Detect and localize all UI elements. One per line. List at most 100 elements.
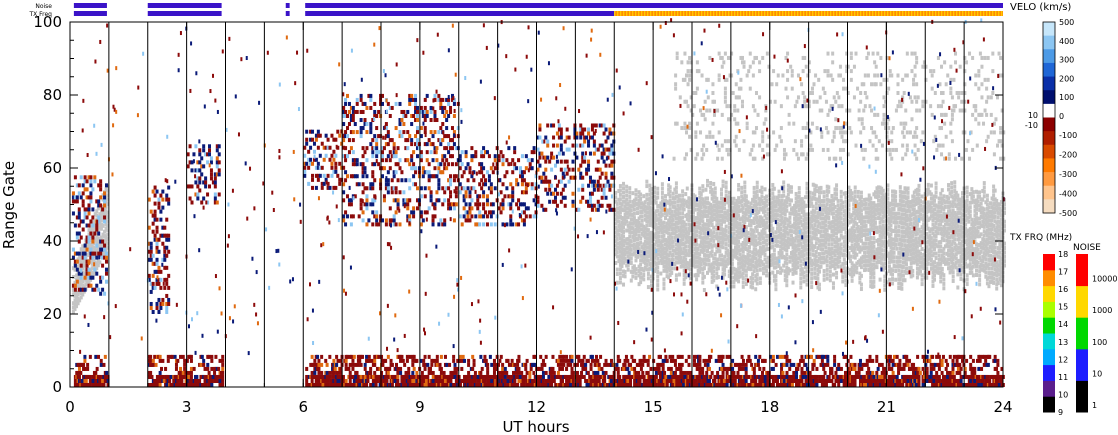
ground-scatter-cell <box>828 203 832 208</box>
ground-scatter-cell <box>717 77 721 82</box>
ground-scatter-cell <box>976 234 980 239</box>
ground-scatter-cell <box>636 224 640 229</box>
ground-scatter-cell <box>659 258 663 263</box>
ground-scatter-cell <box>688 228 692 233</box>
ground-scatter-cell <box>730 112 734 117</box>
ground-scatter-cell <box>705 147 709 152</box>
txfreq-bar-tick <box>971 11 973 16</box>
ground-scatter-cell <box>870 280 874 285</box>
ground-scatter-cell <box>782 224 786 229</box>
ground-scatter-cell <box>629 269 633 274</box>
ground-scatter-cell <box>892 237 896 242</box>
ground-scatter-cell <box>740 194 744 199</box>
ground-scatter-cell <box>942 211 946 216</box>
ground-scatter-cell <box>900 238 904 243</box>
ground-scatter-cell <box>791 263 795 268</box>
ground-scatter-cell <box>646 254 650 259</box>
ground-scatter-cell <box>960 91 964 95</box>
ground-scatter-cell <box>936 231 940 236</box>
ground-scatter-cell <box>934 242 938 247</box>
ground-scatter-cell <box>875 230 879 235</box>
ground-scatter-cell <box>71 301 75 306</box>
ground-scatter-cell <box>623 239 627 244</box>
ground-scatter-cell <box>807 99 811 104</box>
ground-scatter-cell <box>782 193 786 198</box>
ground-scatter-cell <box>726 261 730 266</box>
ground-scatter-cell <box>940 218 944 223</box>
ground-scatter-cell <box>861 215 865 220</box>
ground-scatter-cell <box>873 225 877 230</box>
ground-scatter-cell <box>867 241 871 246</box>
ground-scatter-cell <box>979 201 983 206</box>
ground-scatter-cell <box>799 267 803 272</box>
ground-scatter-cell <box>615 280 619 285</box>
ground-scatter-cell <box>719 213 723 218</box>
ground-scatter-cell <box>983 77 987 82</box>
ground-scatter-cell <box>720 112 724 117</box>
ground-scatter-cell <box>683 99 687 104</box>
ground-scatter-cell <box>898 272 902 277</box>
ground-scatter-cell <box>919 207 923 212</box>
ground-scatter-cell <box>749 205 753 210</box>
ground-scatter-cell <box>869 240 873 245</box>
txfreq-bar-tick <box>809 11 811 16</box>
ground-scatter-cell <box>832 156 836 161</box>
ground-scatter-cell <box>939 191 943 196</box>
ground-scatter-cell <box>939 266 943 271</box>
ground-scatter-cell <box>755 185 759 190</box>
ground-scatter-cell <box>901 229 905 234</box>
ground-scatter-cell <box>777 224 781 229</box>
ground-scatter-cell <box>821 216 825 221</box>
ground-scatter-cell <box>701 214 705 219</box>
ground-scatter-cell <box>679 233 683 238</box>
txfreq-bar-tick <box>713 11 715 16</box>
ground-scatter-cell <box>947 248 951 253</box>
ground-scatter-cell <box>945 251 949 256</box>
ground-scatter-cell <box>858 236 862 241</box>
ground-scatter-cell <box>763 248 767 253</box>
ground-scatter-cell <box>660 230 664 235</box>
ground-scatter-cell <box>901 264 905 269</box>
ground-scatter-cell <box>904 121 908 126</box>
ground-scatter-cell <box>628 203 632 208</box>
ground-scatter-cell <box>849 193 853 198</box>
ground-scatter-cell <box>682 202 686 207</box>
ground-scatter-cell <box>990 249 994 254</box>
ground-scatter-cell <box>752 242 756 247</box>
ground-scatter-cell <box>880 230 884 235</box>
ground-scatter-cell <box>874 82 878 87</box>
ground-scatter-cell <box>733 237 737 242</box>
txfreq-status-bar <box>73 11 1003 16</box>
ground-scatter-cell <box>650 252 654 257</box>
ground-scatter-cell <box>716 222 720 227</box>
ground-scatter-cell <box>950 194 954 199</box>
ground-scatter-cell <box>637 198 641 203</box>
txfreq-bar-segment-2 <box>285 11 290 16</box>
ground-scatter-cell <box>719 253 723 258</box>
ground-scatter-cell <box>803 239 807 244</box>
ground-scatter-cell <box>741 219 745 224</box>
ground-scatter-cell <box>956 211 960 216</box>
ground-scatter-cell <box>855 239 859 244</box>
ground-scatter-cell <box>699 240 703 245</box>
ground-scatter-cell <box>763 231 767 236</box>
ground-scatter-cell <box>772 213 776 218</box>
ground-scatter-cell <box>739 55 743 60</box>
ground-scatter-cell <box>784 86 788 91</box>
ground-scatter-cell <box>716 275 720 280</box>
ground-scatter-cell <box>845 51 849 56</box>
ground-scatter-cell <box>617 219 621 224</box>
ground-scatter-cell <box>924 77 928 82</box>
ground-scatter-cell <box>801 91 805 95</box>
ground-scatter-cell <box>982 255 986 260</box>
ground-scatter-cell <box>920 273 924 278</box>
ground-scatter-cell <box>698 234 702 239</box>
ground-scatter-cell <box>680 126 684 131</box>
ground-scatter-cell <box>863 259 867 264</box>
ground-scatter-cell <box>926 191 930 196</box>
txfreq-bar-tick <box>932 11 934 16</box>
ground-scatter-cell <box>646 228 650 233</box>
ground-scatter-cell <box>643 226 647 231</box>
ground-scatter-cell <box>705 183 709 188</box>
ground-scatter-cell <box>813 244 817 249</box>
